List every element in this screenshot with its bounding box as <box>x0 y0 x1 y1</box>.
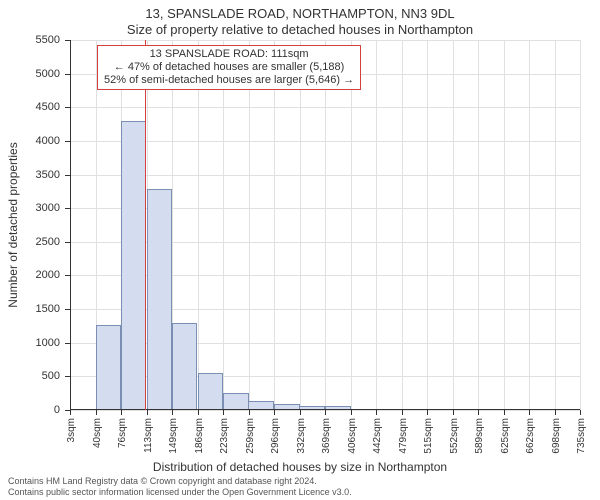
chart-title-address: 13, SPANSLADE ROAD, NORTHAMPTON, NN3 9DL <box>0 6 600 21</box>
ytick-label: 3500 <box>10 169 60 181</box>
xtick-label: 76sqm <box>117 418 128 468</box>
xtick-mark <box>223 410 224 415</box>
ytick-label: 5000 <box>10 68 60 80</box>
ytick-label: 5500 <box>10 34 60 46</box>
grid-line-v <box>580 40 581 410</box>
xtick-mark <box>555 410 556 415</box>
xtick-mark <box>70 410 71 415</box>
xtick-mark <box>147 410 148 415</box>
xtick-mark <box>402 410 403 415</box>
footer-attribution: Contains HM Land Registry data © Crown c… <box>8 476 352 498</box>
grid-line-v <box>402 40 403 410</box>
xtick-mark <box>427 410 428 415</box>
grid-line-v <box>198 40 199 410</box>
ytick-label: 4000 <box>10 135 60 147</box>
xtick-label: 332sqm <box>296 418 307 468</box>
xtick-label: 223sqm <box>219 418 230 468</box>
chart-title-sub: Size of property relative to detached ho… <box>0 22 600 37</box>
xtick-label: 589sqm <box>474 418 485 468</box>
grid-line-v <box>427 40 428 410</box>
grid-line-v <box>274 40 275 410</box>
xtick-label: 625sqm <box>500 418 511 468</box>
xtick-mark <box>96 410 97 415</box>
xtick-label: 113sqm <box>143 418 154 468</box>
histogram-bar <box>172 323 198 410</box>
xtick-label: 186sqm <box>194 418 205 468</box>
xtick-mark <box>453 410 454 415</box>
chart-page: 13, SPANSLADE ROAD, NORTHAMPTON, NN3 9DL… <box>0 0 600 500</box>
ytick-label: 1500 <box>10 303 60 315</box>
xtick-mark <box>325 410 326 415</box>
histogram-bar <box>198 373 224 410</box>
ytick-label: 1000 <box>10 337 60 349</box>
annotation-line1: 13 SPANSLADE ROAD: 111sqm <box>104 48 354 61</box>
footer-line1: Contains HM Land Registry data © Crown c… <box>8 476 352 487</box>
annotation-line3: 52% of semi-detached houses are larger (… <box>104 74 354 87</box>
ytick-label: 3000 <box>10 202 60 214</box>
x-axis <box>70 409 580 410</box>
grid-line-v <box>453 40 454 410</box>
xtick-label: 296sqm <box>270 418 281 468</box>
ytick-label: 2500 <box>10 236 60 248</box>
grid-line-v <box>504 40 505 410</box>
xtick-label: 149sqm <box>168 418 179 468</box>
reference-line <box>145 40 146 410</box>
xtick-mark <box>300 410 301 415</box>
xtick-mark <box>504 410 505 415</box>
xtick-label: 662sqm <box>525 418 536 468</box>
histogram-bar <box>147 189 173 410</box>
xtick-mark <box>478 410 479 415</box>
grid-line-v <box>376 40 377 410</box>
xtick-label: 735sqm <box>576 418 587 468</box>
annotation-box: 13 SPANSLADE ROAD: 111sqm ← 47% of detac… <box>97 45 361 90</box>
grid-line-v <box>325 40 326 410</box>
histogram-bar <box>223 393 249 410</box>
xtick-label: 479sqm <box>398 418 409 468</box>
xtick-label: 515sqm <box>423 418 434 468</box>
ytick-label: 500 <box>10 370 60 382</box>
grid-line-v <box>529 40 530 410</box>
xtick-label: 40sqm <box>92 418 103 468</box>
grid-line-v <box>478 40 479 410</box>
plot-area <box>70 40 580 410</box>
histogram-bar <box>96 325 122 410</box>
ytick-label: 2000 <box>10 269 60 281</box>
grid-line-v <box>555 40 556 410</box>
xtick-mark <box>274 410 275 415</box>
xtick-label: 259sqm <box>245 418 256 468</box>
histogram-bar <box>121 121 147 410</box>
grid-line-v <box>300 40 301 410</box>
xtick-mark <box>376 410 377 415</box>
xtick-mark <box>172 410 173 415</box>
grid-line-v <box>223 40 224 410</box>
xtick-mark <box>351 410 352 415</box>
y-axis <box>70 40 71 410</box>
annotation-line2: ← 47% of detached houses are smaller (5,… <box>104 61 354 74</box>
xtick-label: 698sqm <box>551 418 562 468</box>
xtick-mark <box>580 410 581 415</box>
footer-line2: Contains public sector information licen… <box>8 487 352 498</box>
xtick-mark <box>121 410 122 415</box>
xtick-label: 552sqm <box>449 418 460 468</box>
ytick-label: 0 <box>10 404 60 416</box>
xtick-mark <box>529 410 530 415</box>
xtick-mark <box>198 410 199 415</box>
xtick-label: 442sqm <box>372 418 383 468</box>
xtick-mark <box>249 410 250 415</box>
xtick-label: 369sqm <box>321 418 332 468</box>
ytick-label: 4500 <box>10 101 60 113</box>
xtick-label: 3sqm <box>66 418 77 468</box>
xtick-label: 406sqm <box>347 418 358 468</box>
grid-line-v <box>249 40 250 410</box>
grid-line-v <box>351 40 352 410</box>
y-axis-label: Number of detached properties <box>6 142 20 307</box>
